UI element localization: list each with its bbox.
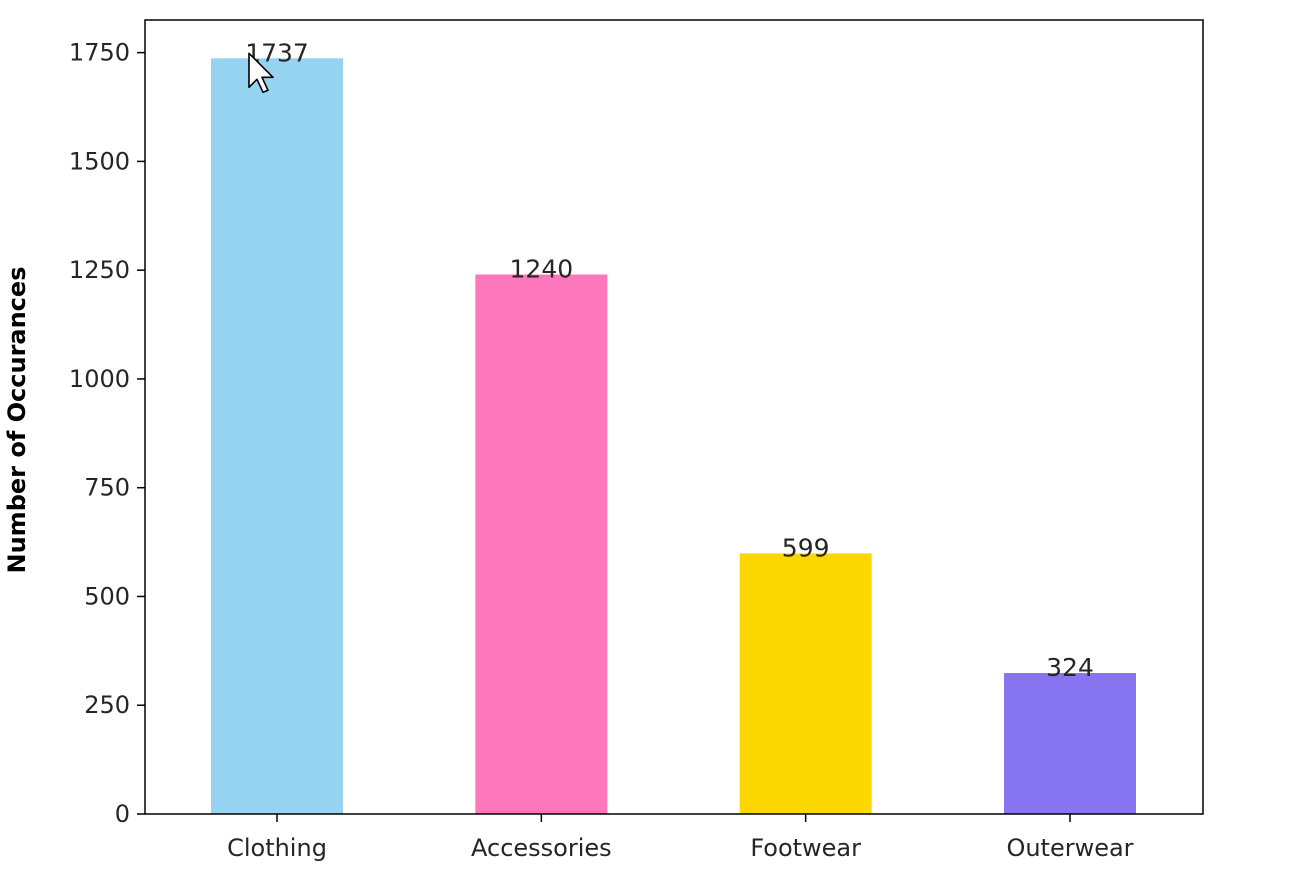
value-label-outerwear: 324 — [1046, 653, 1094, 682]
x-tick-label-outerwear: Outerwear — [1006, 834, 1133, 862]
y-tick-label-1750: 1750 — [69, 39, 130, 67]
y-tick-label-1000: 1000 — [69, 365, 130, 393]
value-label-accessories: 1240 — [510, 255, 574, 284]
y-tick-label-1500: 1500 — [69, 147, 130, 175]
y-tick-label-500: 500 — [84, 582, 130, 610]
bar-clothing — [211, 58, 343, 815]
y-axis-title: Number of Occurances — [3, 267, 31, 574]
x-axis: Clothing Accessories Footwear Outerwear — [227, 814, 1134, 862]
x-tick-label-footwear: Footwear — [750, 834, 861, 862]
bars-group — [211, 58, 1136, 815]
x-tick-label-clothing: Clothing — [227, 834, 327, 862]
bar-outerwear — [1004, 673, 1136, 814]
mouse-cursor-icon — [248, 52, 274, 94]
cursor-arrow — [248, 52, 274, 94]
y-tick-label-750: 750 — [84, 474, 130, 502]
y-tick-label-0: 0 — [115, 800, 130, 828]
y-axis: 0 250 500 750 1000 1250 1500 1750 — [69, 39, 145, 828]
bar-footwear — [739, 553, 872, 814]
y-tick-label-250: 250 — [84, 691, 130, 719]
value-label-footwear: 599 — [782, 533, 830, 562]
y-tick-label-1250: 1250 — [69, 256, 130, 284]
bar-accessories — [475, 274, 608, 814]
plot-frame — [144, 19, 1204, 815]
x-tick-label-accessories: Accessories — [471, 834, 612, 862]
